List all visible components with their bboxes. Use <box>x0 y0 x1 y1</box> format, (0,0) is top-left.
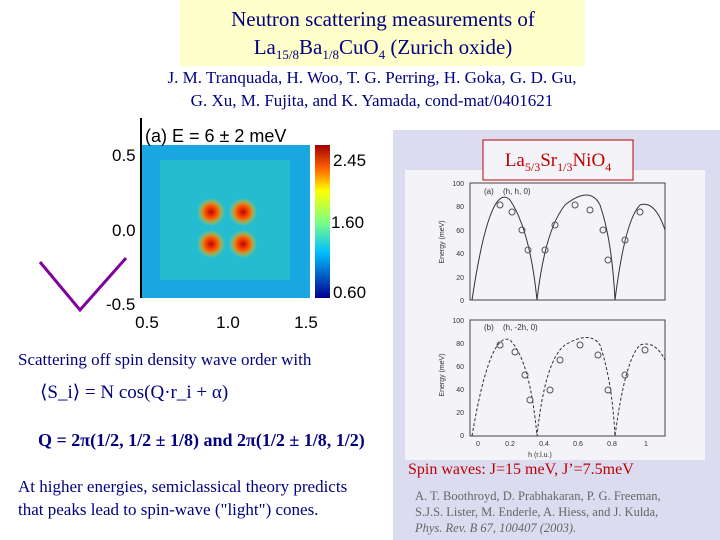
title: Neutron scattering measurements of <box>231 7 535 31</box>
peak <box>197 198 225 226</box>
direction: (h, h, 0) <box>503 187 531 196</box>
x-label: 1.5 <box>294 313 318 332</box>
x-label: 0.5 <box>135 313 159 332</box>
y-tick-label: 0 <box>460 433 464 440</box>
conclusion: At higher energies, semiclassical theory… <box>18 477 347 496</box>
panel-label: (a) <box>484 187 494 196</box>
y-tick-label: 40 <box>456 387 464 394</box>
y-tick-label: 80 <box>456 341 464 348</box>
y-label: -0.5 <box>106 295 135 314</box>
formula: ⟨S_i⟩ = N cos(Q·r_i + α) <box>40 382 228 403</box>
x-tick-label: 0.2 <box>505 441 515 448</box>
citation: Phys. Rev. B 67, 100407 (2003). <box>414 521 576 535</box>
axes-arrow <box>38 257 128 313</box>
conclusion: that peaks lead to spin-wave ("light") c… <box>18 500 318 519</box>
data-points <box>496 201 649 404</box>
formula: Q = 2π(1/2, 1/2 ± 1/8) and 2π(1/2 ± 1/8,… <box>38 430 365 451</box>
y-tick-label: 0 <box>460 298 464 305</box>
citation: A. T. Boothroyd, D. Prabhakaran, P. G. F… <box>415 489 661 503</box>
plot-frame <box>469 182 666 301</box>
dispersion-curve <box>471 194 666 301</box>
axis <box>140 118 142 298</box>
peak <box>229 230 257 258</box>
colorbar-label: 1.60 <box>331 213 364 232</box>
title-box <box>180 0 585 66</box>
y-title: Energy (meV) <box>439 353 446 396</box>
y-label: 0.5 <box>112 146 136 165</box>
x-label: 1.0 <box>216 313 240 332</box>
title: La15/8Ba1/8CuO4 (Zurich oxide) <box>254 35 513 62</box>
colorbar-label: 2.45 <box>333 151 366 170</box>
dispersion-plot <box>405 170 705 460</box>
y-tick-label: 80 <box>456 204 464 211</box>
intro: Scattering off spin density wave order w… <box>18 350 312 369</box>
x-tick-label: 0.8 <box>607 441 617 448</box>
x-title: h (r.l.u.) <box>528 452 552 459</box>
x-tick-label: 0.4 <box>539 441 549 448</box>
panel-label: (b) <box>484 323 494 332</box>
x-tick-label: 0.6 <box>573 441 583 448</box>
y-tick-label: 100 <box>452 181 464 188</box>
peak <box>229 198 257 226</box>
direction: (h, -2h, 0) <box>503 323 538 332</box>
y-label: 0.0 <box>112 221 136 240</box>
plot-frame <box>469 319 666 437</box>
peak <box>197 230 225 258</box>
citation: S.J.S. Lister, M. Enderle, A. Hiess, and… <box>415 505 658 519</box>
x-tick-label: 0 <box>476 441 480 448</box>
colorbar-label: 0.60 <box>333 283 366 302</box>
y-tick-label: 60 <box>456 228 464 235</box>
compound: La5/3Sr1/3NiO4 <box>505 150 611 174</box>
dispersion-curve <box>471 337 666 437</box>
y-tick-label: 60 <box>456 364 464 371</box>
heatmap-texture <box>160 160 290 280</box>
compound-box <box>482 139 634 181</box>
spin-waves: Spin waves: J=15 meV, J’=7.5meV <box>408 461 634 478</box>
x-tick-label: 1 <box>644 441 648 448</box>
colorbar <box>315 145 330 298</box>
y-tick-label: 20 <box>456 275 464 282</box>
y-tick-label: 40 <box>456 251 464 258</box>
y-tick-label: 20 <box>456 410 464 417</box>
y-tick-label: 100 <box>452 318 464 325</box>
panel-label: (a) E = 6 ± 2 meV <box>145 126 286 146</box>
authors: G. Xu, M. Fujita, and K. Yamada, cond-ma… <box>191 91 554 110</box>
y-title: Energy (meV) <box>439 220 446 263</box>
authors: J. M. Tranquada, H. Woo, T. G. Perring, … <box>168 68 577 87</box>
